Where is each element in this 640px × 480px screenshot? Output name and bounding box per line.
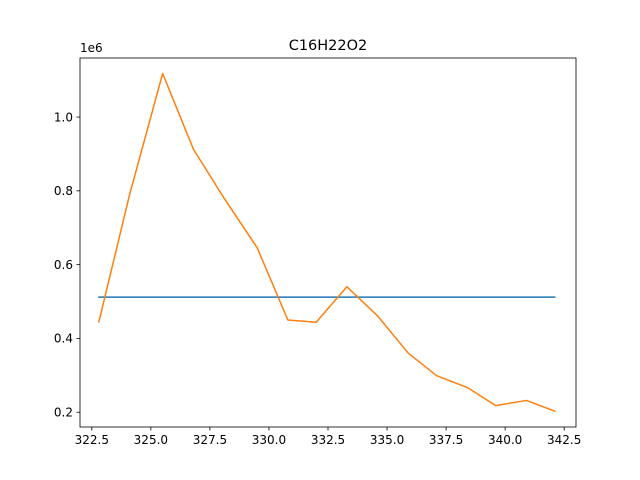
y-tick-label: 0.6 <box>54 258 73 272</box>
x-tick-label: 337.5 <box>429 433 463 447</box>
x-tick-label: 335.0 <box>370 433 404 447</box>
y-tick-label: 1.0 <box>54 110 73 124</box>
x-tick-label: 322.5 <box>75 433 109 447</box>
y-tick-label: 0.4 <box>54 332 73 346</box>
axes: 322.5 325.0 327.5 330.0 332.5 335.0 337.5 340.0… <box>54 57 581 447</box>
x-tick-label: 332.5 <box>311 433 345 447</box>
axes-frame <box>79 57 577 428</box>
x-tick-label: 340.0 <box>488 433 522 447</box>
x-tick-label: 327.5 <box>193 433 227 447</box>
x-tick-label: 342.5 <box>547 433 581 447</box>
series-line-2 <box>97 72 556 413</box>
plot-area <box>97 72 556 413</box>
y-tick-label: 0.8 <box>54 184 73 198</box>
y-tick-label: 0.2 <box>54 406 73 420</box>
x-tick-label: 325.0 <box>134 433 168 447</box>
x-tick-label: 330.0 <box>252 433 286 447</box>
chart-title: C16H22O2 <box>289 38 368 54</box>
y-offset-label: 1e6 <box>80 41 103 55</box>
